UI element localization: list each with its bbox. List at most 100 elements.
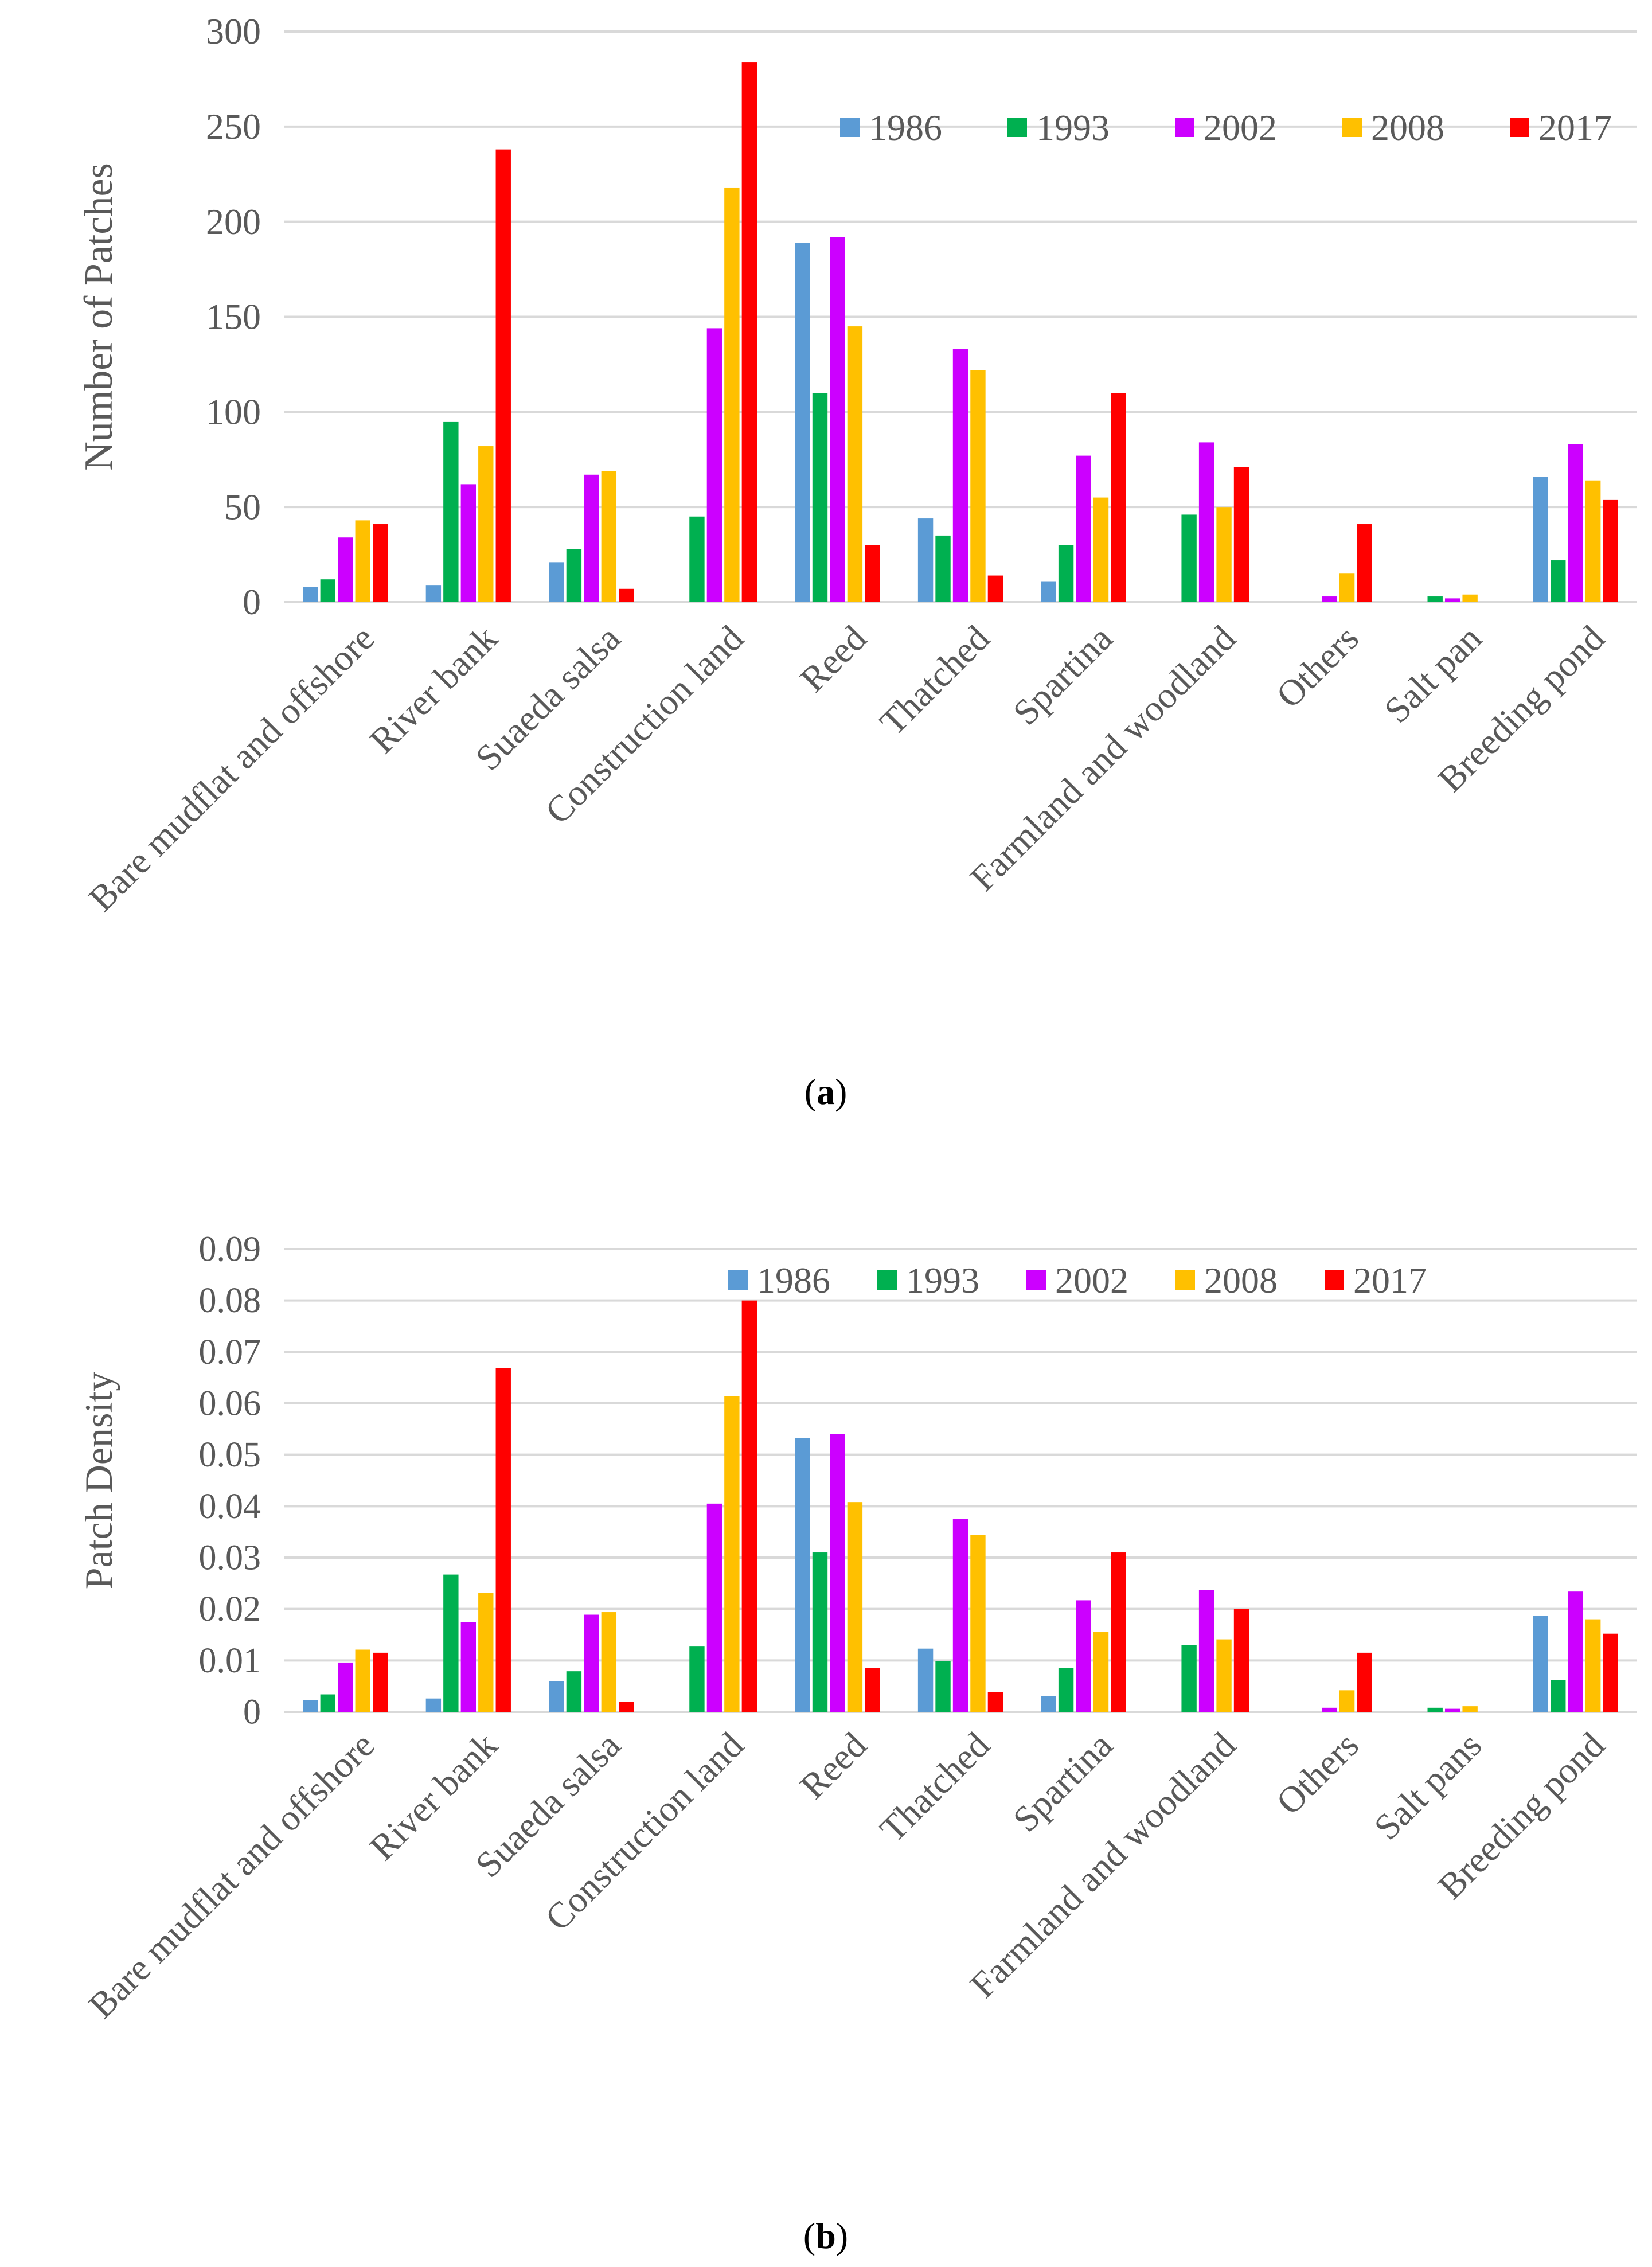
bar-1993-salt-pan: [1427, 596, 1443, 602]
legend-label-2017: 2017: [1538, 107, 1612, 148]
y-tick-label: 100: [206, 391, 261, 432]
bar-1986-bare-mudflat-and-offshore: [303, 1700, 318, 1712]
bar-2008-spartina: [1093, 497, 1109, 602]
legend-swatch-2002: [1026, 1270, 1046, 1290]
category-label-others: Others: [1268, 618, 1366, 716]
y-tick-label: 0.04: [199, 1487, 261, 1526]
category-label-spartina: Spartina: [1005, 1724, 1120, 1840]
y-tick-label: 0.06: [199, 1384, 261, 1423]
bar-2008-river-bank: [478, 1593, 494, 1712]
y-tick-label: 0.07: [199, 1333, 261, 1372]
bar-2002-reed: [830, 1434, 845, 1712]
bar-2008-thatched: [970, 370, 986, 602]
legend-swatch-1993: [877, 1270, 897, 1290]
bar-1986-river-bank: [425, 1698, 442, 1712]
bar-2002-reed: [830, 237, 845, 602]
bar-2002-river-bank: [460, 1622, 477, 1712]
legend-label-2002: 2002: [1204, 107, 1277, 148]
bar-2002-bare-mudflat-and-offshore: [338, 537, 353, 602]
bar-2017-farmland-and-woodland: [1233, 1609, 1249, 1712]
bar-1993-reed: [812, 393, 828, 602]
caption-a: (a): [804, 1071, 848, 1112]
bar-2008-spartina: [1093, 1632, 1109, 1712]
bar-2002-farmland-and-woodland: [1198, 1590, 1214, 1712]
bar-2008-salt-pans: [1462, 1706, 1478, 1712]
legend-label-1986: 1986: [757, 1260, 830, 1301]
legend-label-1993: 1993: [1036, 107, 1110, 148]
caption-b: (b): [803, 2215, 848, 2256]
bar-2008-reed: [847, 326, 863, 602]
category-label-bare-mudflat-and-offshore: Bare mudflat and offshore: [81, 1724, 382, 2026]
y-tick-label: 0.05: [199, 1435, 261, 1474]
bar-2002-spartina: [1076, 1600, 1091, 1712]
legend-swatch-1986: [728, 1270, 748, 1290]
category-label-reed: Reed: [792, 618, 874, 700]
bar-1986-spartina: [1041, 1696, 1056, 1712]
bar-1993-bare-mudflat-and-offshore: [320, 579, 336, 602]
bar-1993-thatched: [935, 535, 951, 602]
bar-2008-others: [1339, 1690, 1355, 1712]
bar-2008-salt-pan: [1462, 594, 1478, 602]
y-tick-label: 300: [206, 11, 261, 52]
bar-2017-breeding-pond: [1603, 1633, 1618, 1712]
bar-2017-thatched: [987, 1692, 1003, 1712]
bar-2017-others: [1357, 524, 1372, 602]
bar-2017-suaeda-salsa: [619, 1702, 634, 1712]
y-tick-label: 50: [224, 486, 261, 527]
bar-2008-construction-land: [724, 187, 740, 602]
bar-2008-river-bank: [478, 446, 494, 602]
caption-b-label: b: [815, 2215, 836, 2256]
y-tick-label: 200: [206, 201, 261, 242]
bar-1993-construction-land: [689, 1646, 705, 1712]
bar-1986-breeding-pond: [1533, 1616, 1548, 1712]
legend-swatch-1993: [1007, 118, 1027, 137]
bar-2002-river-bank: [460, 484, 477, 602]
bar-2017-spartina: [1111, 393, 1126, 602]
bar-1986-thatched: [917, 1648, 934, 1712]
bar-2002-suaeda-salsa: [584, 474, 599, 602]
y-tick-label: 0: [243, 582, 261, 622]
bar-2002-thatched: [952, 1519, 968, 1712]
bar-1993-bare-mudflat-and-offshore: [320, 1694, 336, 1712]
bar-1993-breeding-pond: [1551, 560, 1566, 602]
legend-label-1986: 1986: [869, 107, 942, 148]
bar-2002-breeding-pond: [1568, 444, 1583, 602]
bar-2017-suaeda-salsa: [619, 588, 634, 602]
bar-1993-thatched: [935, 1661, 951, 1712]
bar-1993-reed: [812, 1552, 828, 1712]
bar-2017-bare-mudflat-and-offshore: [373, 1652, 388, 1712]
bar-2002-thatched: [952, 349, 968, 602]
y-tick-label: 0.08: [199, 1281, 261, 1320]
bar-2002-suaeda-salsa: [584, 1614, 599, 1712]
bar-2008-bare-mudflat-and-offshore: [355, 520, 370, 602]
bar-1993-construction-land: [689, 516, 705, 602]
bar-1993-suaeda-salsa: [566, 549, 582, 602]
bar-1986-reed: [795, 1438, 810, 1712]
bar-2017-reed: [865, 545, 880, 602]
bar-1993-suaeda-salsa: [566, 1671, 582, 1712]
bar-2017-construction-land: [741, 1300, 757, 1712]
category-label-reed: Reed: [792, 1724, 874, 1806]
bar-1993-spartina: [1058, 1668, 1074, 1712]
bar-2017-bare-mudflat-and-offshore: [373, 524, 388, 602]
bar-2008-suaeda-salsa: [601, 1612, 617, 1712]
y-tick-label: 0.02: [199, 1590, 261, 1629]
category-label-spartina: Spartina: [1005, 618, 1120, 733]
bar-2002-others: [1322, 596, 1337, 602]
bar-2017-breeding-pond: [1603, 499, 1618, 602]
bar-2017-farmland-and-woodland: [1233, 467, 1249, 602]
bar-2002-breeding-pond: [1568, 1591, 1583, 1712]
legend-swatch-2008: [1175, 1270, 1195, 1290]
category-label-salt-pan: Salt pan: [1376, 618, 1489, 731]
category-label-thatched: Thatched: [872, 618, 998, 743]
bar-2017-construction-land: [741, 62, 757, 603]
bar-2008-reed: [847, 1502, 863, 1712]
category-label-salt-pans: Salt pans: [1366, 1724, 1489, 1848]
y-tick-label: 0: [243, 1692, 261, 1731]
y-tick-label: 150: [206, 296, 261, 337]
bar-2017-thatched: [987, 575, 1003, 602]
legend-label-2017: 2017: [1353, 1260, 1427, 1301]
bar-1986-thatched: [917, 518, 934, 602]
bar-1986-river-bank: [425, 585, 442, 602]
bar-1993-spartina: [1058, 545, 1074, 602]
